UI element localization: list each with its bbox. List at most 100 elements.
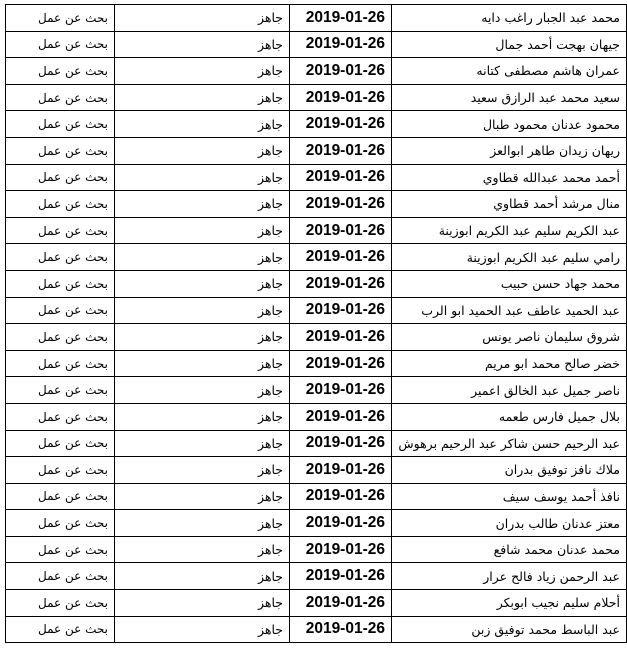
date-cell: 2019-01-26 bbox=[289, 4, 392, 32]
status-cell: جاهز bbox=[114, 456, 290, 484]
table-row: أحمد محمد عبدالله قطاوي 2019-01-26 جاهز بحث… bbox=[5, 163, 627, 192]
job-cell: بحث عن عمل bbox=[5, 562, 115, 591]
status-cell: جاهز bbox=[114, 4, 290, 32]
job-cell: بحث عن عمل bbox=[5, 57, 115, 85]
date-cell: 2019-01-26 bbox=[289, 349, 392, 378]
table-row: ريهان زيدان طاهر ابوالعز 2019-01-26 جاهز بح… bbox=[5, 136, 627, 165]
job-cell: بحث عن عمل bbox=[5, 615, 115, 644]
status-cell: جاهز bbox=[114, 296, 290, 325]
status-cell: جاهز bbox=[114, 216, 290, 245]
name-cell: عمران هاشم مصطفى كتانه bbox=[391, 57, 627, 85]
date-cell: 2019-01-26 bbox=[289, 456, 392, 484]
status-cell: جاهز bbox=[114, 535, 290, 564]
date-cell: 2019-01-26 bbox=[289, 376, 392, 404]
status-cell: جاهز bbox=[114, 429, 290, 458]
date-cell: 2019-01-26 bbox=[289, 83, 392, 112]
table-row: جيهان بهجت أحمد جمال 2019-01-26 جاهز بحث عن… bbox=[5, 30, 627, 59]
name-cell: ناصر جميل عبد الخالق اعمير bbox=[391, 376, 627, 404]
name-cell: محمد جهاد حسن حبيب bbox=[391, 269, 627, 298]
date-cell: 2019-01-26 bbox=[289, 402, 392, 431]
name-cell: سعيد محمد عبد الرازق سعيد bbox=[391, 83, 627, 112]
job-cell: بحث عن عمل bbox=[5, 296, 115, 325]
job-cell: بحث عن عمل bbox=[5, 136, 115, 165]
name-cell: عبد الباسط محمد توفيق زبن bbox=[391, 615, 627, 644]
status-cell: جاهز bbox=[114, 402, 290, 431]
table-row: بلال جميل فارس طعمه 2019-01-26 جاهز بحث عن … bbox=[5, 402, 627, 431]
name-cell: أحمد محمد عبدالله قطاوي bbox=[391, 163, 627, 192]
name-cell: خضر صالح محمد ابو مريم bbox=[391, 349, 627, 378]
table-row: خضر صالح محمد ابو مريم 2019-01-26 جاهز بحث … bbox=[5, 349, 627, 378]
table-row: شروق سليمان ناصر يونس 2019-01-26 جاهز بحث ع… bbox=[5, 323, 627, 351]
table-row: عبد الكريم سليم عبد الكريم ابوزينة 2019-0… bbox=[5, 216, 627, 245]
date-cell: 2019-01-26 bbox=[289, 482, 392, 511]
date-cell: 2019-01-26 bbox=[289, 269, 392, 298]
name-cell: معتز عدنان طالب بدران bbox=[391, 509, 627, 537]
table: محمد عبد الجبار راغب دايه 2019-01-26 جاهز ب… bbox=[5, 4, 627, 644]
job-cell: بحث عن عمل bbox=[5, 349, 115, 378]
name-cell: نافذ أحمد يوسف سيف bbox=[391, 482, 627, 511]
date-cell: 2019-01-26 bbox=[289, 429, 392, 458]
table-row: عبد الباسط محمد توفيق زبن 2019-01-26 جاهز ب… bbox=[5, 615, 627, 644]
table-row: محمد عدنان محمد شافع 2019-01-26 جاهز بحث عن… bbox=[5, 535, 627, 564]
date-cell: 2019-01-26 bbox=[289, 615, 392, 644]
job-cell: بحث عن عمل bbox=[5, 110, 115, 138]
status-cell: جاهز bbox=[114, 349, 290, 378]
status-cell: جاهز bbox=[114, 30, 290, 59]
date-cell: 2019-01-26 bbox=[289, 296, 392, 325]
job-cell: بحث عن عمل bbox=[5, 456, 115, 484]
job-cell: بحث عن عمل bbox=[5, 429, 115, 458]
table-row: أحلام سليم نجيب ابوبكر 2019-01-26 جاهز بحث … bbox=[5, 589, 627, 617]
status-cell: جاهز bbox=[114, 509, 290, 537]
name-cell: محمود عدنان محمود طبال bbox=[391, 110, 627, 138]
table-row: معتز عدنان طالب بدران 2019-01-26 جاهز بحث ع… bbox=[5, 509, 627, 537]
status-cell: جاهز bbox=[114, 110, 290, 138]
name-cell: بلال جميل فارس طعمه bbox=[391, 402, 627, 431]
table-row: عبد الحميد عاطف عبد الحميد ابو الرب 2019-… bbox=[5, 296, 627, 325]
status-cell: جاهز bbox=[114, 243, 290, 271]
name-cell: عبد الكريم سليم عبد الكريم ابوزينة bbox=[391, 216, 627, 245]
status-cell: جاهز bbox=[114, 482, 290, 511]
table-row: ناصر جميل عبد الخالق اعمير 2019-01-26 جاهز… bbox=[5, 376, 627, 404]
job-cell: بحث عن عمل bbox=[5, 163, 115, 192]
job-cell: بحث عن عمل bbox=[5, 216, 115, 245]
status-cell: جاهز bbox=[114, 376, 290, 404]
table-row: منال مرشد أحمد قطاوي 2019-01-26 جاهز بحث عن… bbox=[5, 190, 627, 218]
date-cell: 2019-01-26 bbox=[289, 509, 392, 537]
date-cell: 2019-01-26 bbox=[289, 110, 392, 138]
name-cell: منال مرشد أحمد قطاوي bbox=[391, 190, 627, 218]
table-row: محمد جهاد حسن حبيب 2019-01-26 جاهز بحث عن ع… bbox=[5, 269, 627, 298]
name-cell: أحلام سليم نجيب ابوبكر bbox=[391, 589, 627, 617]
status-cell: جاهز bbox=[114, 163, 290, 192]
job-cell: بحث عن عمل bbox=[5, 30, 115, 59]
name-cell: جيهان بهجت أحمد جمال bbox=[391, 30, 627, 59]
job-cell: بحث عن عمل bbox=[5, 482, 115, 511]
job-cell: بحث عن عمل bbox=[5, 376, 115, 404]
status-cell: جاهز bbox=[114, 57, 290, 85]
status-cell: جاهز bbox=[114, 589, 290, 617]
job-cell: بحث عن عمل bbox=[5, 83, 115, 112]
name-cell: محمد عدنان محمد شافع bbox=[391, 535, 627, 564]
job-cell: بحث عن عمل bbox=[5, 190, 115, 218]
table-row: رامي سليم عبد الكريم ابوزينة 2019-01-26 جا… bbox=[5, 243, 627, 271]
name-cell: عبد الرحيم حسن شاكر عبد الرحيم برهوش bbox=[391, 429, 627, 458]
name-cell: عبد الرحمن زياد فالح عرار bbox=[391, 562, 627, 591]
status-cell: جاهز bbox=[114, 190, 290, 218]
name-cell: ملاك نافز توفيق بدران bbox=[391, 456, 627, 484]
table-row: عمران هاشم مصطفى كتانه 2019-01-26 جاهز بحث … bbox=[5, 57, 627, 85]
job-cell: بحث عن عمل bbox=[5, 509, 115, 537]
date-cell: 2019-01-26 bbox=[289, 190, 392, 218]
status-cell: جاهز bbox=[114, 83, 290, 112]
job-cell: بحث عن عمل bbox=[5, 4, 115, 32]
table-row: عبد الرحيم حسن شاكر عبد الرحيم برهوش 2019… bbox=[5, 429, 627, 458]
name-cell: ريهان زيدان طاهر ابوالعز bbox=[391, 136, 627, 165]
job-cell: بحث عن عمل bbox=[5, 269, 115, 298]
table-row: محمود عدنان محمود طبال 2019-01-26 جاهز بحث … bbox=[5, 110, 627, 138]
name-cell: عبد الحميد عاطف عبد الحميد ابو الرب bbox=[391, 296, 627, 325]
name-cell: محمد عبد الجبار راغب دايه bbox=[391, 4, 627, 32]
job-cell: بحث عن عمل bbox=[5, 323, 115, 351]
status-cell: جاهز bbox=[114, 615, 290, 644]
table-row: سعيد محمد عبد الرازق سعيد 2019-01-26 جاهز ب… bbox=[5, 83, 627, 112]
date-cell: 2019-01-26 bbox=[289, 30, 392, 59]
table-row: ملاك نافز توفيق بدران 2019-01-26 جاهز بحث ع… bbox=[5, 456, 627, 484]
